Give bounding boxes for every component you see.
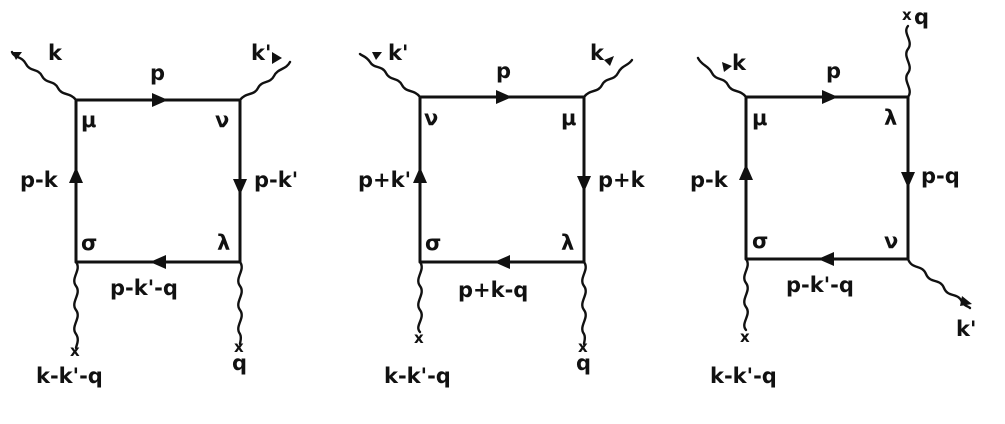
diagram-3-label-left-momentum: p-k — [690, 168, 729, 192]
diagram-2-label-bottom-left-photon: k-k'-q — [384, 364, 451, 388]
diagram-3-photon-bottom-left — [743, 257, 749, 332]
diagram-1-photon-top-right — [238, 60, 292, 102]
diagram-2-vertex-sigma: σ — [425, 231, 441, 255]
diagram-3-vertex-nu: ν — [884, 229, 898, 253]
diagram-2-arrow-right — [577, 176, 591, 192]
diagram-3-vertex-lambda: λ — [884, 106, 897, 130]
diagram-2-photon-bottom-right — [581, 260, 587, 346]
diagram-3-arrow-top — [822, 90, 838, 104]
diagram-3-vertex-mu: μ — [752, 106, 767, 130]
diagram-2-photon-top-left — [358, 52, 422, 99]
diagram-2-fermion-loop — [418, 95, 586, 264]
diagram-2-photon-top-right — [582, 58, 634, 99]
diagram-3-label-bottom-momentum: p-k'-q — [786, 273, 854, 297]
diagram-2-vertex-mu: μ — [561, 106, 576, 130]
diagram-1-photon-bottom-right — [237, 260, 243, 346]
diagram-2-label-top-momentum: p — [496, 59, 511, 83]
diagram-1-arrow-top — [152, 93, 168, 107]
diagram-3-label-top-momentum: p — [826, 59, 841, 83]
diagram-1-vertex-nu: ν — [215, 108, 229, 132]
diagram-3-cross-bottom-left: x — [740, 328, 750, 346]
diagram-2-photon-bottom-left — [417, 260, 423, 334]
diagram-1-vertex-lambda: λ — [217, 231, 230, 255]
diagram-1-photon-top-left — [10, 50, 78, 102]
diagram-1-label-q: q — [232, 351, 247, 375]
diagram-3-label-bottom-left-photon: k-k'-q — [710, 364, 777, 388]
diagram-3-photon-top-right — [905, 24, 911, 99]
diagram-1-vertex-mu: μ — [81, 108, 96, 132]
diagram-1-photon-arrow-top-right — [272, 52, 282, 64]
diagram-1-vertex-sigma: σ — [81, 231, 97, 255]
diagram-3-label-q: q — [914, 5, 929, 29]
diagram-2-label-q: q — [576, 351, 591, 375]
diagram-3: k x q p μ λ p-k p-q σ ν p-k'-q x k-k'-q … — [690, 5, 976, 388]
diagram-2-photon-arrow-top-right — [604, 56, 614, 66]
diagram-2-arrow-top — [496, 90, 512, 104]
diagram-1-label-right-momentum: p-k' — [254, 168, 298, 192]
diagram-3-label-kprime: k' — [956, 317, 976, 341]
diagram-1-arrow-bottom — [150, 255, 166, 269]
diagram-1-cross-bottom-right: x — [234, 338, 244, 356]
diagram-1-label-k: k — [48, 41, 63, 65]
diagram-2-arrow-left — [413, 167, 427, 183]
diagram-2: k' k p ν μ p+k' p+k σ λ p+k-q x x k-k'-q… — [358, 41, 646, 388]
diagram-3-photon-arrow-top-left — [722, 62, 732, 72]
diagram-2-label-kprime: k' — [388, 41, 408, 65]
diagram-2-vertex-nu: ν — [424, 106, 438, 130]
diagram-2-vertex-lambda: λ — [561, 231, 574, 255]
diagram-3-label-right-momentum: p-q — [921, 164, 960, 188]
diagram-2-label-k: k — [590, 41, 605, 65]
diagram-1-arrow-left — [69, 167, 83, 183]
diagram-1-arrow-right — [233, 179, 247, 195]
diagram-3-vertex-sigma: σ — [752, 229, 768, 253]
diagram-1-photon-bottom-left — [73, 260, 79, 350]
diagram-1-label-left-momentum: p-k — [20, 168, 59, 192]
diagram-1-label-bottom-left-photon: k-k'-q — [36, 364, 103, 388]
diagram-1-cross-bottom-left: x — [70, 342, 80, 360]
diagram-3-label-k: k — [732, 51, 747, 75]
diagram-3-arrow-left — [739, 164, 753, 180]
diagram-1: k k' p μ ν p-k p-k' σ λ p-k'-q x x k-k'-… — [10, 41, 298, 388]
diagram-2-label-left-momentum: p+k' — [358, 168, 411, 192]
diagram-2-arrow-bottom — [494, 255, 510, 269]
diagram-1-label-kprime: k' — [251, 41, 271, 65]
diagram-3-arrow-right — [901, 172, 915, 188]
diagram-2-label-bottom-momentum: p+k-q — [458, 278, 528, 302]
diagram-3-cross-top-right: x — [902, 6, 912, 24]
diagram-2-photon-arrow-top-left — [372, 52, 382, 60]
diagram-3-arrow-bottom — [818, 252, 834, 266]
diagram-1-label-bottom-momentum: p-k'-q — [110, 276, 178, 300]
diagram-2-cross-bottom-left: x — [414, 329, 424, 347]
diagram-1-label-top-momentum: p — [150, 61, 165, 85]
diagram-2-label-right-momentum: p+k — [598, 168, 646, 192]
diagram-3-photon-top-left — [696, 56, 748, 99]
diagram-3-photon-bottom-right — [906, 257, 972, 310]
diagram-1-photon-arrow-top-left — [12, 52, 22, 60]
diagram-3-photon-arrow-bottom-right — [960, 296, 972, 306]
diagram-2-cross-bottom-right: x — [578, 338, 588, 356]
